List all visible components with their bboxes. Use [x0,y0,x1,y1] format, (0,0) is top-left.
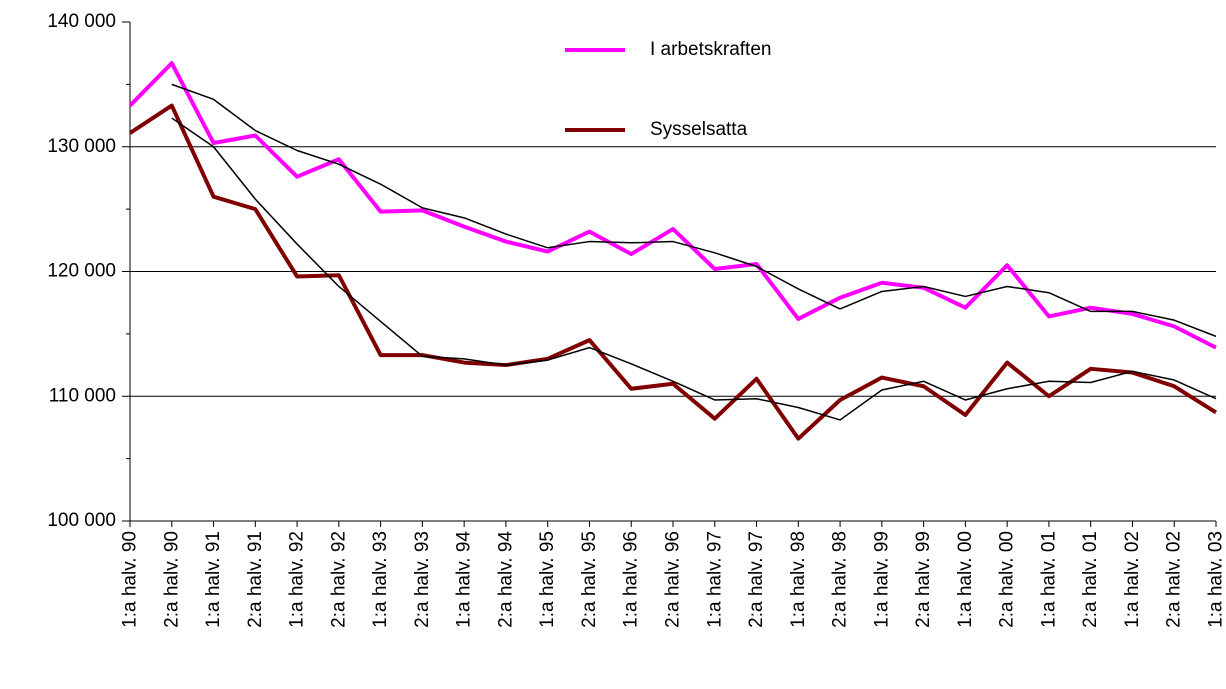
x-tick-label: 1:a halv. 93 [370,531,391,628]
x-tick-label: 1:a halv. 92 [287,531,308,628]
legend-label: Sysselsatta [650,119,748,140]
x-tick-label: 1:a halv. 00 [955,531,976,628]
series-line [128,103,1218,441]
x-tick-label: 1:a halv. 90 [120,531,141,628]
x-tick-label: 2:a halv. 99 [913,531,934,628]
x-tick-label: 2:a halv. 90 [161,531,182,628]
y-tick-label: 140 000 [47,11,116,32]
x-tick-label: 2:a halv. 92 [328,531,349,628]
x-tick-label: 1:a halv. 99 [871,531,892,628]
y-tick-label: 100 000 [47,510,116,531]
x-tick-label: 1:a halv. 97 [704,531,725,628]
x-tick-label: 2:a halv. 01 [1080,531,1101,628]
x-tick-label: 1:a halv. 94 [454,531,475,628]
x-tick-label: 2:a halv. 94 [495,531,516,628]
series-line [128,61,1217,350]
trend-line [171,83,1217,338]
x-tick-label: 1:a halv. 02 [1122,531,1143,628]
trend-line [171,117,1217,421]
x-tick-label: 2:a halv. 96 [663,531,684,628]
y-tick-label: 110 000 [49,385,116,406]
x-tick-label: 1:a halv. 01 [1038,531,1059,628]
x-tick-label: 2:a halv. 02 [1164,531,1185,628]
x-tick-label: 2:a halv. 98 [830,531,851,628]
x-tick-label: 1:a halv. 03 [1206,531,1226,628]
x-tick-label: 2:a halv. 91 [245,531,266,628]
x-tick-label: 2:a halv. 93 [412,531,433,628]
y-tick-label: 130 000 [47,136,116,157]
legend-label: I arbetskraften [650,39,771,60]
y-tick-label: 120 000 [47,261,116,282]
x-tick-label: 1:a halv. 98 [788,531,809,628]
x-tick-label: 2:a halv. 00 [997,531,1018,628]
x-tick-label: 2:a halv. 97 [746,531,767,628]
x-tick-label: 2:a halv. 95 [579,531,600,628]
x-tick-label: 1:a halv. 95 [537,531,558,628]
x-tick-label: 1:a halv. 96 [621,531,642,628]
x-tick-label: 1:a halv. 91 [203,531,224,628]
